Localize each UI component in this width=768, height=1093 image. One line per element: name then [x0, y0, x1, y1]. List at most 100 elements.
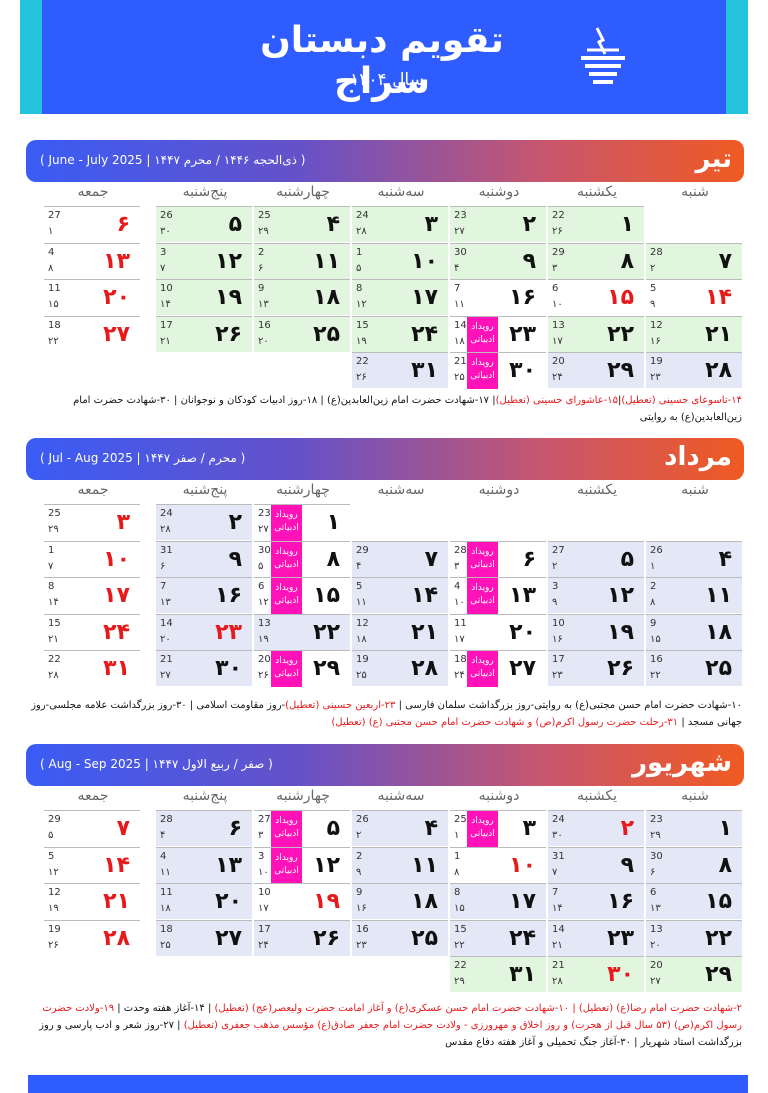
day-cell[interactable]: ۲۲ 13 ۱۷	[548, 315, 644, 352]
day-cell[interactable]: ۲۶ 17 ۲۳	[548, 650, 644, 686]
day-cell[interactable]: ۱۲ 3 ۹	[548, 577, 644, 613]
day-cell[interactable]: ۹ 31 ۷	[548, 846, 644, 883]
day-cell[interactable]: ۲۴ 15 ۱۹	[352, 315, 448, 352]
day-cell[interactable]: ۶ 28 ۳ رویداد ادبیاتی	[450, 540, 546, 578]
day-cell[interactable]: ۸ 30 ۶	[646, 846, 742, 883]
day-cell[interactable]: ۳ 25 ۱ رویداد ادبیاتی	[450, 810, 546, 847]
day-cell[interactable]: ۶ 27 ۱	[44, 206, 140, 242]
shamsi-day: ۷	[424, 546, 438, 572]
day-cell[interactable]: ۱۴ 5 ۹	[646, 279, 742, 315]
day-cell[interactable]: ۲۵ 16 ۲۰	[254, 315, 350, 352]
day-cell[interactable]: ۲۰ 11 ۱۸	[156, 883, 252, 919]
hijri-day: ۲۰	[258, 335, 269, 347]
day-cell[interactable]: ۲۵ 16 ۲۳	[352, 919, 448, 956]
day-cell[interactable]: ۷ 28 ۲	[646, 242, 742, 279]
day-cell[interactable]: ۲۲ 13 ۲۰	[646, 919, 742, 956]
day-cell[interactable]: ۱۳ 4 ۸	[44, 242, 140, 279]
day-cell[interactable]: ۲۷ 18 ۲۵	[156, 919, 252, 956]
day-cell[interactable]: ۱۱ 2 ۸	[646, 577, 742, 613]
day-cell[interactable]: ۱۸ 9 ۱۶	[352, 883, 448, 919]
day-cell[interactable]: ۲ 23 ۲۷	[450, 206, 546, 242]
day-cell[interactable]: ۱۵ 6 ۱۰	[548, 279, 644, 315]
day-cell[interactable]: ۷ 29 ۴	[352, 540, 448, 577]
day-cell[interactable]: ۷ 29 ۵	[44, 810, 140, 846]
day-cell[interactable]: ۱۴ 5 ۱۲	[44, 846, 140, 883]
day-cell[interactable]: ۱۴ 5 ۱۱	[352, 577, 448, 613]
day-cell[interactable]: ۲۶ 17 ۲۴	[254, 919, 350, 956]
day-cell[interactable]: ۱۶ 7 ۱۳	[156, 577, 252, 613]
day-cell[interactable]: ۲۹ 20 ۲۶ رویداد ادبیاتی	[254, 650, 350, 687]
day-cell[interactable]: ۳ 25 ۲۹	[44, 504, 140, 540]
day-cell[interactable]: ۱۶ 7 ۱۱	[450, 279, 546, 315]
day-cell[interactable]: ۲۷ 18 ۲۴ رویداد ادبیاتی	[450, 650, 546, 687]
day-cell[interactable]: ۲۴ 15 ۲۲	[450, 919, 546, 956]
day-cell[interactable]: ۳۱ 22 ۲۶	[352, 352, 448, 388]
day-cell[interactable]: ۱۷ 8 ۱۲	[352, 279, 448, 315]
day-cell[interactable]: ۱۶ 7 ۱۴	[548, 883, 644, 919]
day-cell[interactable]: ۶ 28 ۴	[156, 810, 252, 846]
day-cell[interactable]: ۵ 26 ۳۰	[156, 206, 252, 242]
day-cell[interactable]: ۱ 23 ۲۷ رویداد ادبیاتی	[254, 504, 350, 541]
day-cell[interactable]: ۸ 29 ۳	[548, 242, 644, 279]
day-cell[interactable]: ۱۱ 2 ۶	[254, 242, 350, 279]
hijri-day: ۱۰	[258, 866, 269, 878]
day-cell[interactable]: ۱۷ 8 ۱۵	[450, 883, 546, 919]
day-cell[interactable]: ۳ 24 ۲۸	[352, 206, 448, 242]
day-cell[interactable]: ۱۳ 4 ۱۱	[156, 846, 252, 883]
day-cell[interactable]: ۱۹ 10 ۱۶	[548, 613, 644, 650]
day-cell[interactable]: ۳۱ 22 ۲۸	[44, 650, 140, 686]
day-cell[interactable]: ۲۹ 20 ۲۴	[548, 352, 644, 388]
day-cell[interactable]: ۲۴ 15 ۲۱	[44, 613, 140, 650]
day-cell[interactable]: ۵ 27 ۲	[548, 540, 644, 577]
day-cell[interactable]: ۴ 26 ۲	[352, 810, 448, 846]
day-cell[interactable]: ۱۲ 3 ۱۰ رویداد ادبیاتی	[254, 846, 350, 884]
day-cell[interactable]: ۱۹ 10 ۱۷	[254, 883, 350, 919]
day-cell[interactable]: ۲۱ 12 ۱۸	[352, 613, 448, 650]
day-cell[interactable]: ۴ 25 ۲۹	[254, 206, 350, 242]
day-cell[interactable]: ۳۰ 21 ۲۵ رویداد ادبیاتی	[450, 352, 546, 389]
day-cell[interactable]: ۱۵ 6 ۱۳	[646, 883, 742, 919]
day-cell[interactable]: ۲۵ 16 ۲۲	[646, 650, 742, 686]
day-cell[interactable]: ۲۳ 14 ۲۰	[156, 613, 252, 650]
day-cell[interactable]: ۲۷ 18 ۲۲	[44, 315, 140, 352]
day-cell[interactable]: ۲۰ 11 ۱۵	[44, 279, 140, 315]
day-cell[interactable]: ۲۱ 12 ۱۶	[646, 315, 742, 352]
day-cell[interactable]: ۱۸ 9 ۱۵	[646, 613, 742, 650]
day-cell[interactable]: ۳۰ 21 ۲۷	[156, 650, 252, 686]
day-cell[interactable]: ۱۹ 10 ۱۴	[156, 279, 252, 315]
day-cell[interactable]: ۲۱ 12 ۱۹	[44, 883, 140, 919]
day-cell[interactable]: ۲ 24 ۲۸	[156, 504, 252, 540]
day-cell[interactable]: ۲۰ 11 ۱۷	[450, 613, 546, 650]
day-cell[interactable]: ۲۸ 19 ۲۵	[352, 650, 448, 686]
day-cell[interactable]: ۲۸ 19 ۲۶	[44, 919, 140, 956]
day-cell[interactable]: ۲۳ 14 ۲۱	[548, 919, 644, 956]
gregorian-day: 30	[650, 850, 663, 862]
day-cell[interactable]: ۱۲ 3 ۷	[156, 242, 252, 279]
gregorian-day: 29	[356, 544, 369, 556]
day-cell[interactable]: ۴ 26 ۱	[646, 540, 742, 577]
day-cell[interactable]: ۲۶ 17 ۲۱	[156, 315, 252, 352]
day-cell[interactable]: ۹ 30 ۴	[450, 242, 546, 279]
day-cell[interactable]: ۹ 31 ۶	[156, 540, 252, 577]
day-cell[interactable]: ۲۳ 14 ۱۸ رویداد ادبیاتی	[450, 315, 546, 353]
day-cell[interactable]: ۱۳ 4 ۱۰ رویداد ادبیاتی	[450, 577, 546, 614]
day-cell[interactable]: ۱۰ 1 ۷	[44, 540, 140, 577]
day-cell[interactable]: ۱۱ 2 ۹	[352, 846, 448, 883]
day-cell[interactable]: ۳۱ 22 ۲۹	[450, 956, 546, 992]
gregorian-day: 25	[48, 508, 61, 519]
day-cell[interactable]: ۳۰ 21 ۲۸	[548, 956, 644, 992]
day-cell[interactable]: ۲ 24 ۳۰	[548, 810, 644, 846]
day-cell[interactable]: ۲۸ 19 ۲۳	[646, 352, 742, 388]
day-cell[interactable]: ۱ 22 ۲۶	[548, 206, 644, 242]
day-cell[interactable]: ۱۷ 8 ۱۴	[44, 577, 140, 613]
day-cell[interactable]: ۱۸ 9 ۱۳	[254, 279, 350, 315]
day-cell[interactable]: ۲۹ 20 ۲۷	[646, 956, 742, 992]
day-cell[interactable]: ۵ 27 ۳ رویداد ادبیاتی	[254, 810, 350, 847]
day-cell[interactable]: ۱ 23 ۲۹	[646, 810, 742, 846]
gregorian-day: 1	[454, 850, 461, 862]
day-cell[interactable]: ۸ 30 ۵ رویداد ادبیاتی	[254, 540, 350, 578]
day-cell[interactable]: ۱۰ 1 ۸	[450, 846, 546, 883]
day-cell[interactable]: ۱۰ 1 ۵	[352, 242, 448, 279]
day-cell[interactable]: ۲۲ 13 ۱۹	[254, 613, 350, 650]
day-cell[interactable]: ۱۵ 6 ۱۲ رویداد ادبیاتی	[254, 577, 350, 614]
